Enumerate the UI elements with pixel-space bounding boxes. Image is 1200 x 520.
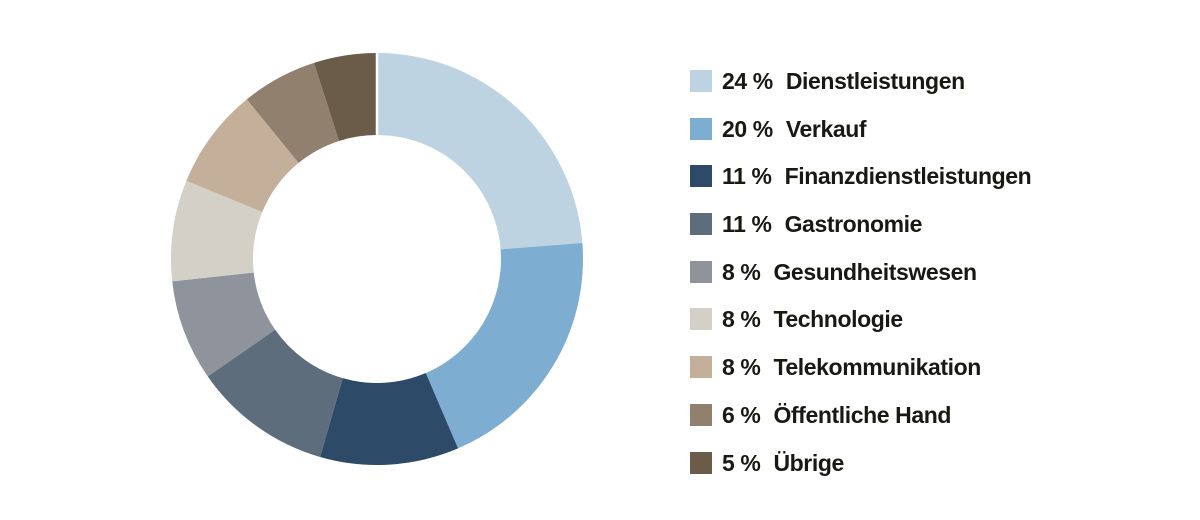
legend-swatch (690, 165, 712, 188)
chart-legend: 24 % Dienstleistungen 20 % Verkauf 11 % … (690, 68, 1032, 499)
legend-item: 6 % Öffentliche Hand (690, 401, 1031, 428)
legend-swatch (690, 356, 712, 379)
legend-percent: 11 % (722, 163, 772, 190)
legend-swatch (690, 308, 712, 331)
donut-segment (246, 62, 340, 163)
legend-swatch (690, 403, 712, 426)
legend-percent: 8 % (722, 306, 761, 333)
donut-segment (186, 99, 299, 212)
legend-label: Technologie (773, 306, 903, 333)
legend-swatch (690, 70, 712, 92)
donut-segment (320, 372, 459, 465)
donut-segment (171, 180, 263, 282)
legend-swatch (690, 117, 712, 140)
donut-segment (172, 272, 276, 377)
legend-percent: 5 % (722, 449, 761, 476)
legend-item: 5 % Übrige (690, 449, 1031, 476)
donut-segment (207, 329, 343, 457)
legend-label: Öffentliche Hand (773, 401, 952, 428)
legend-item: 11 % Gastronomie (690, 211, 1031, 238)
donut-segments (171, 53, 583, 465)
legend-percent: 11 % (722, 211, 772, 238)
legend-swatch (690, 260, 712, 283)
legend-label: Gesundheitswesen (773, 258, 977, 285)
legend-label: Dienstleistungen (785, 68, 965, 94)
legend-label: Verkauf (785, 115, 867, 142)
donut-segment (425, 242, 583, 449)
legend-swatch (690, 451, 712, 474)
legend-label: Telekommunikation (773, 354, 981, 381)
legend-label: Finanzdienstleistungen (784, 163, 1032, 190)
legend-percent: 8 % (722, 354, 761, 381)
legend-swatch (690, 213, 712, 236)
legend-item: 20 % Verkauf (690, 115, 1031, 142)
legend-item: 8 % Gesundheitswesen (690, 258, 1031, 285)
legend-percent: 8 % (722, 258, 761, 285)
legend-item: 8 % Technologie (690, 306, 1031, 333)
legend-percent: 20 % (722, 115, 773, 142)
legend-percent: 6 % (722, 401, 761, 428)
donut-segment (313, 53, 377, 141)
legend-percent: 24 % (722, 68, 773, 94)
legend-label: Übrige (773, 449, 844, 476)
legend-item: 24 % Dienstleistungen (690, 68, 1031, 94)
legend-item: 8 % Telekommunikation (690, 354, 1031, 381)
legend-label: Gastronomie (784, 211, 923, 238)
legend-item: 11 % Finanzdienstleistungen (690, 163, 1032, 190)
donut-segment (377, 53, 583, 250)
